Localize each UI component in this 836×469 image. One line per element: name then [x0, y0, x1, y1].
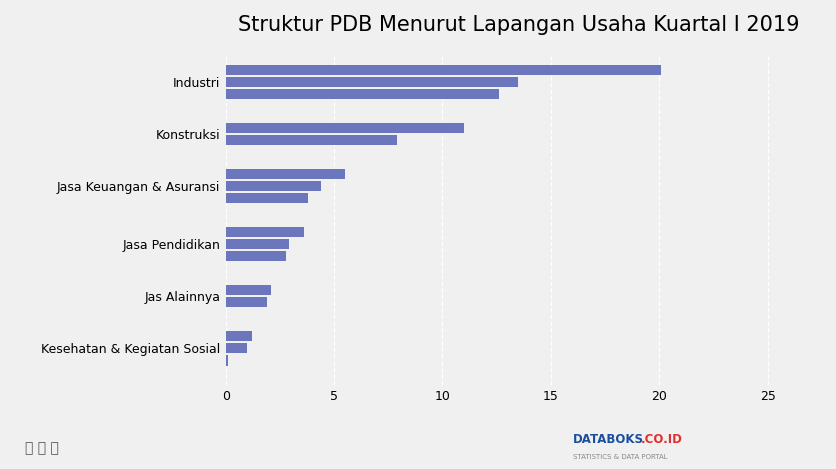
Bar [226, 355, 228, 365]
Bar [226, 89, 499, 99]
Text: .CO.ID: .CO.ID [641, 432, 683, 446]
Bar [226, 343, 247, 354]
Text: ⓒ Ⓜ Ⓢ: ⓒ Ⓜ Ⓢ [25, 441, 59, 455]
Bar [226, 331, 252, 341]
Text: DATABOKS: DATABOKS [573, 432, 644, 446]
Bar [226, 239, 288, 250]
Bar [226, 169, 345, 180]
Bar [226, 135, 397, 145]
Bar [226, 65, 660, 76]
Text: STATISTICS & DATA PORTAL: STATISTICS & DATA PORTAL [573, 454, 667, 460]
Bar [226, 76, 518, 87]
Bar [226, 193, 308, 204]
Bar [226, 251, 287, 262]
Bar [226, 285, 271, 295]
Bar [226, 181, 321, 191]
Bar [226, 297, 267, 308]
Bar [226, 122, 464, 133]
Title: Struktur PDB Menurut Lapangan Usaha Kuartal I 2019: Struktur PDB Menurut Lapangan Usaha Kuar… [237, 15, 799, 35]
Bar [226, 227, 303, 237]
